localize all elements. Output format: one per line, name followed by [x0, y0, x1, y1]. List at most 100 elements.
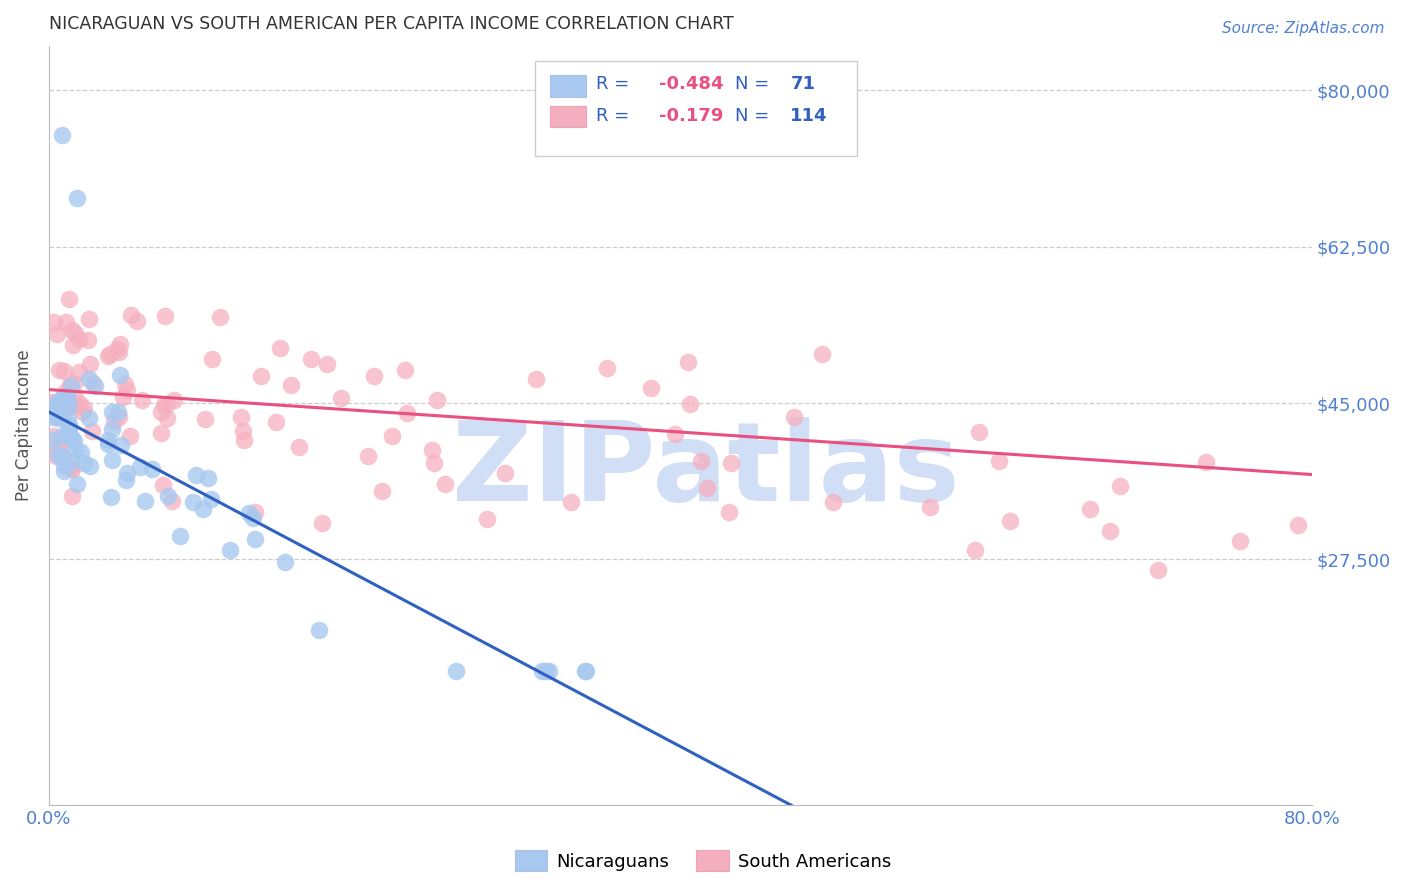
Point: [574, 664, 596, 678]
Point: [560, 494, 582, 508]
Point: [918, 500, 941, 514]
Point: [219, 543, 242, 558]
Point: [250, 369, 273, 384]
Point: [110, 438, 132, 452]
Point: [194, 412, 217, 426]
Point: [783, 409, 806, 424]
FancyBboxPatch shape: [550, 75, 586, 96]
Point: [66, 477, 89, 491]
Point: [58, 398, 80, 412]
Point: [105, 342, 128, 356]
Point: [51, 429, 73, 443]
Point: [97, 349, 120, 363]
Point: [664, 427, 686, 442]
Point: [394, 363, 416, 377]
Point: [967, 425, 990, 439]
Point: [62, 376, 84, 390]
Point: [117, 383, 139, 397]
Point: [51, 449, 73, 463]
Point: [42, 315, 65, 329]
Point: [357, 449, 380, 463]
Point: [679, 397, 702, 411]
Point: [53, 384, 76, 399]
Text: R =: R =: [596, 76, 636, 94]
Point: [77, 334, 100, 348]
Point: [60, 461, 83, 475]
Point: [266, 415, 288, 429]
Legend: Nicaraguans, South Americans: Nicaraguans, South Americans: [508, 843, 898, 879]
Point: [274, 556, 297, 570]
Point: [62, 454, 84, 468]
Point: [311, 516, 333, 531]
Point: [51, 128, 73, 142]
Point: [55, 392, 77, 407]
Point: [280, 378, 302, 392]
Point: [201, 352, 224, 367]
Point: [200, 492, 222, 507]
Point: [111, 390, 134, 404]
Point: [114, 377, 136, 392]
Point: [186, 467, 208, 482]
Point: [67, 365, 90, 379]
Point: [66, 190, 89, 204]
Point: [420, 443, 443, 458]
Point: [52, 458, 75, 472]
Point: [242, 510, 264, 524]
Point: [65, 442, 87, 456]
Point: [475, 512, 498, 526]
Point: [67, 332, 90, 346]
Point: [60, 462, 83, 476]
Point: [58, 421, 80, 435]
Point: [308, 623, 330, 637]
Point: [998, 514, 1021, 528]
Point: [45, 326, 67, 341]
Point: [44, 429, 66, 443]
Point: [42, 409, 65, 423]
Point: [100, 422, 122, 436]
Point: [134, 493, 156, 508]
Point: [1286, 517, 1309, 532]
Point: [125, 314, 148, 328]
Point: [494, 466, 516, 480]
Point: [1109, 479, 1132, 493]
Point: [245, 505, 267, 519]
Point: [59, 378, 82, 392]
Point: [156, 397, 179, 411]
Point: [58, 430, 80, 444]
Point: [41, 401, 63, 415]
Point: [245, 532, 267, 546]
Point: [129, 459, 152, 474]
Point: [423, 457, 446, 471]
Point: [574, 664, 596, 678]
FancyBboxPatch shape: [536, 61, 858, 156]
Point: [65, 326, 87, 340]
Point: [141, 462, 163, 476]
Point: [42, 395, 65, 409]
Point: [316, 358, 339, 372]
Text: Source: ZipAtlas.com: Source: ZipAtlas.com: [1222, 21, 1385, 36]
Point: [58, 459, 80, 474]
Point: [52, 364, 75, 378]
Point: [115, 466, 138, 480]
Point: [229, 409, 252, 424]
Point: [107, 405, 129, 419]
Y-axis label: Per Capita Income: Per Capita Income: [15, 350, 32, 501]
Point: [238, 506, 260, 520]
Point: [1146, 563, 1168, 577]
Text: 71: 71: [790, 76, 815, 94]
Point: [288, 440, 311, 454]
Point: [963, 543, 986, 558]
Point: [65, 391, 87, 405]
Point: [149, 425, 172, 440]
Point: [191, 502, 214, 516]
Point: [77, 410, 100, 425]
Point: [1078, 502, 1101, 516]
Point: [42, 409, 65, 424]
Point: [149, 404, 172, 418]
Point: [103, 414, 125, 428]
Point: [152, 477, 174, 491]
Point: [444, 664, 467, 678]
Point: [197, 471, 219, 485]
Point: [120, 308, 142, 322]
Point: [49, 409, 72, 423]
